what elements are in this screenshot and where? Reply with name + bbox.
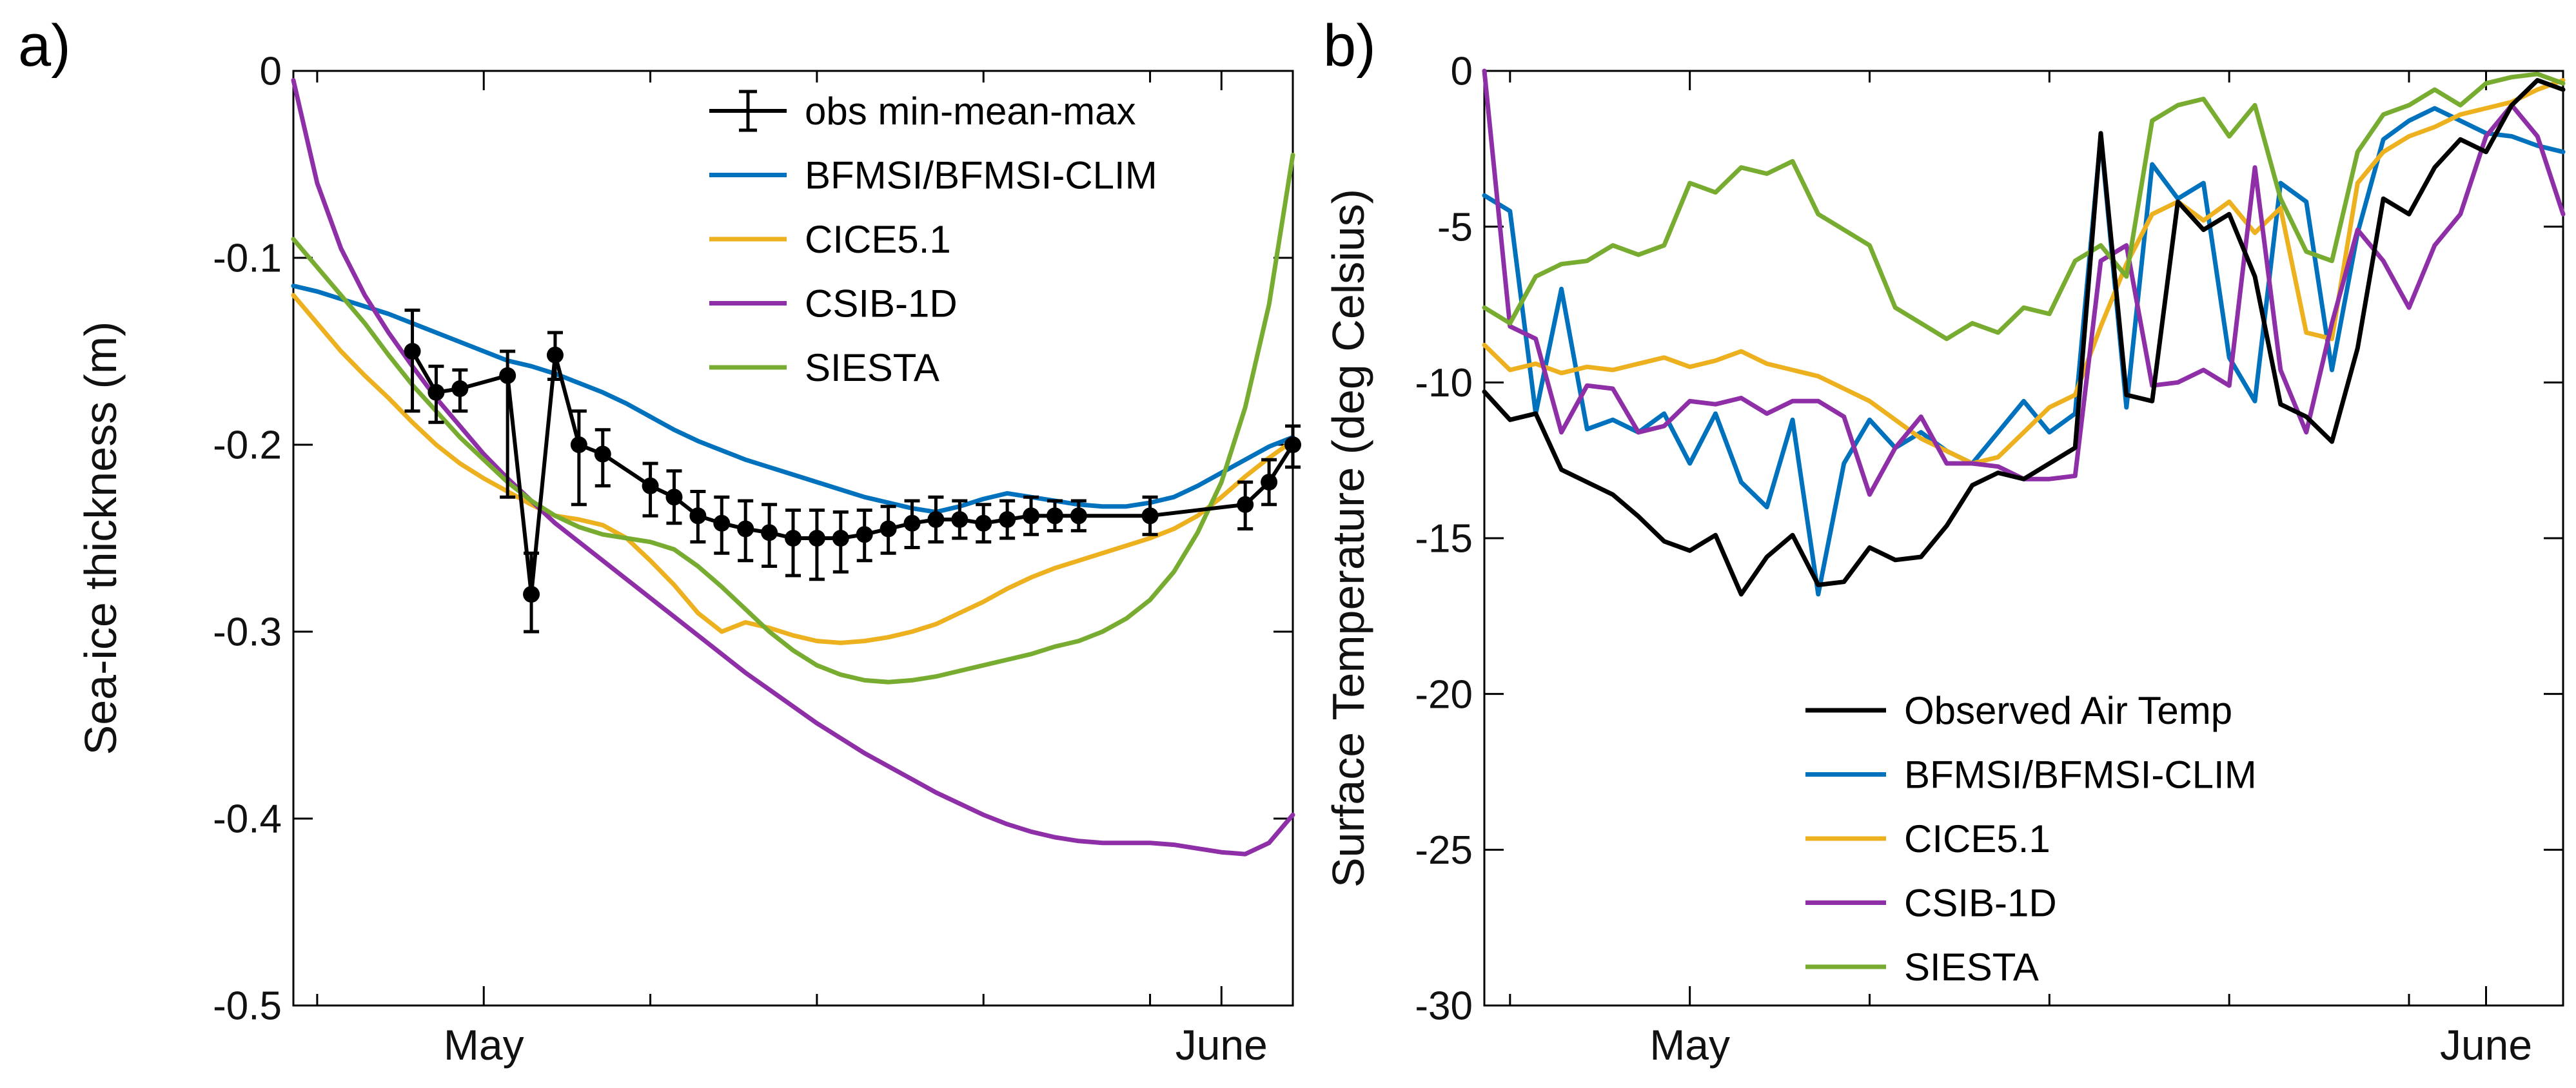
obs-marker: [903, 514, 921, 532]
obs-marker: [451, 380, 469, 397]
y-tick-label: -20: [1415, 672, 1473, 717]
obs-marker: [880, 520, 897, 538]
obs-marker: [856, 526, 873, 543]
obs-marker: [975, 514, 992, 532]
obs-marker: [1070, 507, 1087, 525]
legend-label: CSIB-1D: [1904, 882, 2057, 925]
obs-marker: [523, 586, 540, 603]
y-tick-label: -0.3: [213, 610, 282, 655]
legend-label: Observed Air Temp: [1904, 689, 2232, 732]
series-line-cice5-1: [291, 293, 1295, 645]
y-tick-label: 0: [1451, 50, 1473, 94]
x-tick-label: June: [1175, 1021, 1268, 1069]
series-line-observed-air-temp: [1482, 78, 2566, 597]
obs-marker: [1141, 507, 1159, 525]
obs-marker: [594, 445, 611, 463]
obs-marker: [570, 436, 587, 453]
panel-b-surface-temperature: b) Surface Temperature (deg Celsius) May…: [1323, 13, 2566, 1069]
obs-marker: [1023, 507, 1040, 525]
obs-marker: [642, 477, 659, 494]
obs-marker: [689, 507, 707, 525]
y-tick-label: -0.4: [213, 797, 282, 842]
legend-label: obs min-mean-max: [805, 90, 1136, 133]
obs-marker: [665, 489, 683, 506]
obs-marker: [404, 343, 421, 360]
series-line-bfmsi-bfmsi-clim: [1482, 106, 2566, 597]
legend-label: SIESTA: [805, 346, 939, 389]
x-tick-label: May: [444, 1021, 524, 1069]
legend-label: BFMSI/BFMSI-CLIM: [1904, 753, 2257, 797]
panel-b-plot-area: May June 0 -5 -10 -15 -20 -25 -30 Observed Air Te…: [1415, 50, 2566, 1069]
x-tick-label: May: [1649, 1021, 1730, 1069]
x-tick-label: June: [2440, 1021, 2532, 1069]
y-tick-label: -0.2: [213, 423, 282, 468]
y-tick-label: -0.5: [213, 984, 282, 1029]
series-line-siesta: [291, 153, 1295, 685]
legend-label: BFMSI/BFMSI-CLIM: [805, 154, 1157, 197]
panel-a-y-axis-label: Sea-ice thickness (m): [75, 322, 126, 755]
y-tick-label: -5: [1437, 205, 1473, 249]
obs-marker: [832, 530, 849, 547]
obs-marker: [808, 530, 825, 547]
panel-a-plot-area: May June 0 -0.1 -0.2 -0.3 -0.4 -0.5 obs min-mean…: [213, 50, 1301, 1069]
y-tick-label: -10: [1415, 361, 1473, 405]
obs-marker: [737, 520, 754, 538]
y-tick-label: 0: [260, 50, 282, 94]
legend-label: CSIB-1D: [805, 282, 958, 325]
obs-marker: [428, 384, 445, 401]
legend-label: CICE5.1: [805, 218, 951, 261]
y-tick-label: -30: [1415, 984, 1473, 1029]
legend-label: CICE5.1: [1904, 817, 2050, 860]
panel-b-y-axis-label: Surface Temperature (deg Celsius): [1323, 189, 1373, 888]
obs-marker: [546, 346, 564, 364]
obs-marker: [927, 511, 945, 528]
panel-a-sea-ice-thickness: a) Sea-ice thickness (m) May June 0 -0.1 -0.…: [18, 13, 1301, 1069]
series-line-bfmsi-bfmsi-clim: [291, 284, 1295, 514]
series-line-siesta: [1482, 72, 2566, 342]
legend-label: SIESTA: [1904, 946, 2039, 989]
obs-marker: [1046, 507, 1063, 525]
obs-marker: [499, 367, 516, 384]
panel-b-letter: b): [1323, 13, 1376, 79]
obs-marker: [1284, 436, 1301, 453]
series-line-cice5-1: [1482, 78, 2566, 466]
obs-marker: [1261, 474, 1278, 491]
obs-marker: [761, 524, 778, 541]
panel-a-letter: a): [18, 13, 71, 79]
series-line-csib-1d: [291, 78, 1295, 857]
obs-marker: [785, 530, 801, 547]
y-tick-label: -25: [1415, 828, 1473, 873]
axes-box: [292, 70, 1294, 1007]
obs-marker: [1237, 496, 1254, 513]
obs-marker: [713, 514, 731, 532]
obs-marker: [999, 511, 1016, 528]
obs-marker: [951, 511, 968, 528]
y-tick-label: -15: [1415, 517, 1473, 561]
y-tick-label: -0.1: [213, 237, 282, 281]
